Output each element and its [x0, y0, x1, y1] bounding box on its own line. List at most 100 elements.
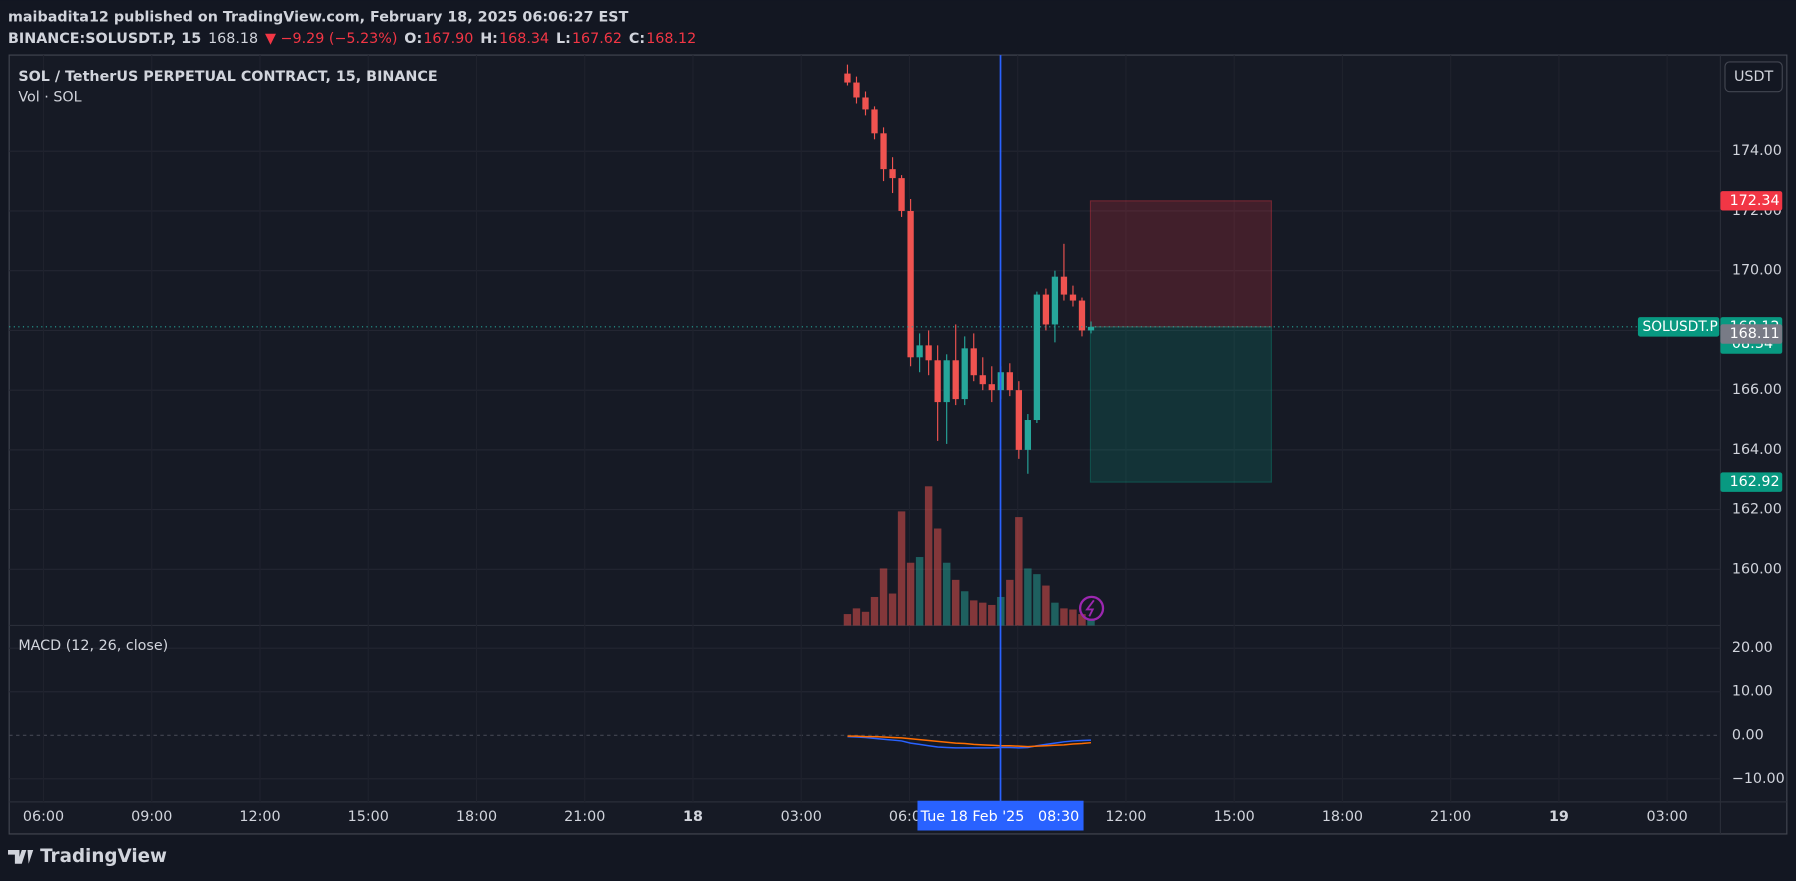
volume-bar — [951, 579, 960, 626]
volume-bar — [888, 593, 897, 626]
candle-body — [1087, 326, 1095, 331]
chart-pane — [8, 54, 1788, 835]
grid: 160.00162.00164.00166.00168.00170.00172.… — [9, 55, 1785, 825]
header-field: H: — [480, 31, 498, 47]
volume-title: Vol · SOL — [18, 89, 81, 105]
volume-bar — [970, 600, 978, 626]
currency-button[interactable] — [1724, 61, 1783, 93]
x-tick-label: 21:00 — [1430, 809, 1471, 825]
candle-body — [844, 73, 851, 83]
x-tick-label: 15:00 — [348, 809, 389, 825]
candle-body — [925, 345, 932, 361]
alert-icon[interactable] — [1078, 595, 1105, 621]
volume-bar — [870, 596, 879, 626]
candle-body — [853, 82, 860, 98]
brand-logo — [8, 849, 34, 864]
crosshair-box — [917, 800, 1084, 831]
volume-bar — [1024, 568, 1032, 626]
candle-body — [880, 133, 887, 170]
header-field: L: — [556, 31, 571, 47]
y-tick-label: 170.00 — [1732, 263, 1782, 279]
bid-label-box — [1720, 324, 1783, 344]
volume-bar — [1015, 517, 1023, 626]
volume-bar — [1069, 609, 1077, 626]
header-field: 168.34 — [499, 31, 549, 47]
y-tick-label: 160.00 — [1732, 561, 1782, 577]
candle-body — [970, 348, 977, 376]
y-tick-label: 174.00 — [1732, 143, 1782, 159]
volume-bar — [1006, 579, 1014, 626]
stop-zone — [1089, 200, 1272, 328]
target-zone — [1089, 326, 1272, 483]
header-field: 167.90 — [423, 31, 473, 47]
header-field: ▼ −9.29 (−5.23%) — [265, 31, 397, 47]
macd-line — [847, 735, 1092, 749]
symbol-tag-box — [1637, 317, 1720, 337]
candle-body — [934, 360, 941, 403]
x-tick-label: 06:00 — [23, 809, 64, 825]
candle-body — [1033, 294, 1041, 421]
macd-tick-label: −10.00 — [1732, 771, 1785, 787]
header-field: 168.18 — [208, 31, 258, 47]
y-tick-label: 166.00 — [1732, 382, 1782, 398]
volume-bar — [933, 528, 942, 626]
signal-line — [847, 735, 1092, 748]
candle-body — [1051, 276, 1059, 325]
candle-body — [1024, 420, 1032, 450]
header-field: O: — [404, 31, 422, 47]
volume-bar — [1087, 618, 1095, 626]
volume-bar — [942, 562, 951, 626]
candle-body — [1042, 294, 1050, 325]
crosshair-label: Tue 18 Feb '25 08:30 — [920, 809, 1080, 825]
publisher: maibadita12 published on TradingView.com… — [8, 9, 629, 25]
volume-bar — [1060, 608, 1068, 626]
volume-bar — [988, 604, 996, 626]
alert-bolt — [1085, 599, 1095, 617]
volume-bar — [924, 486, 933, 626]
x-tick-label: 18:00 — [456, 809, 497, 825]
candle-body — [862, 97, 869, 110]
candle-body — [1069, 294, 1077, 301]
macd-title: MACD (12, 26, close) — [18, 638, 168, 654]
candle-body — [871, 109, 878, 134]
candle-body — [988, 384, 995, 391]
target-label: 162.92 — [1730, 474, 1780, 490]
x-tick-label: 18:00 — [1322, 809, 1363, 825]
x-tick-label: 15:00 — [1214, 809, 1255, 825]
candle-body — [907, 210, 914, 358]
candle-body — [943, 360, 950, 403]
y-tick-label: 164.00 — [1732, 442, 1782, 458]
volume-bar — [906, 562, 915, 626]
target-label-box — [1720, 472, 1783, 492]
macd-tick-label: 10.00 — [1732, 684, 1773, 700]
x-tick-label: 12:00 — [239, 809, 280, 825]
y-tick-label: 162.00 — [1732, 502, 1782, 518]
ohlc-bar: BINANCE:SOLUSDT.P, 15 168.18 ▼ −9.29 (−5.2… — [8, 31, 696, 47]
candle-body — [889, 169, 896, 179]
header-field: C: — [629, 31, 645, 47]
currency-label[interactable]: USDT — [1734, 69, 1774, 85]
x-tick-label: 19 — [1549, 809, 1569, 825]
header-field: BINANCE:SOLUSDT.P, 15 — [8, 31, 201, 47]
header-field: 167.62 — [572, 31, 622, 47]
volume-bar — [879, 568, 888, 626]
x-tick-label: 21:00 — [564, 809, 605, 825]
header-field: 168.12 — [646, 31, 696, 47]
x-tick-label: 03:00 — [781, 809, 822, 825]
volume-bar — [843, 614, 852, 626]
volume-bar — [861, 611, 870, 626]
macd-tick-label: 20.00 — [1732, 640, 1773, 656]
chart-title: SOL / TetherUS PERPETUAL CONTRACT, 15, B… — [18, 69, 437, 85]
macd-tick-label: 0.00 — [1732, 727, 1764, 743]
candle-body — [1060, 276, 1068, 295]
stop-label-box — [1720, 191, 1783, 211]
candle-body — [1006, 372, 1013, 391]
candle-body — [952, 360, 959, 400]
volume-bar — [1078, 614, 1086, 626]
volume-bar — [1051, 602, 1059, 626]
brand-name: TradingView — [40, 846, 167, 867]
candle-body — [1015, 390, 1022, 450]
volume-bar — [897, 511, 906, 626]
